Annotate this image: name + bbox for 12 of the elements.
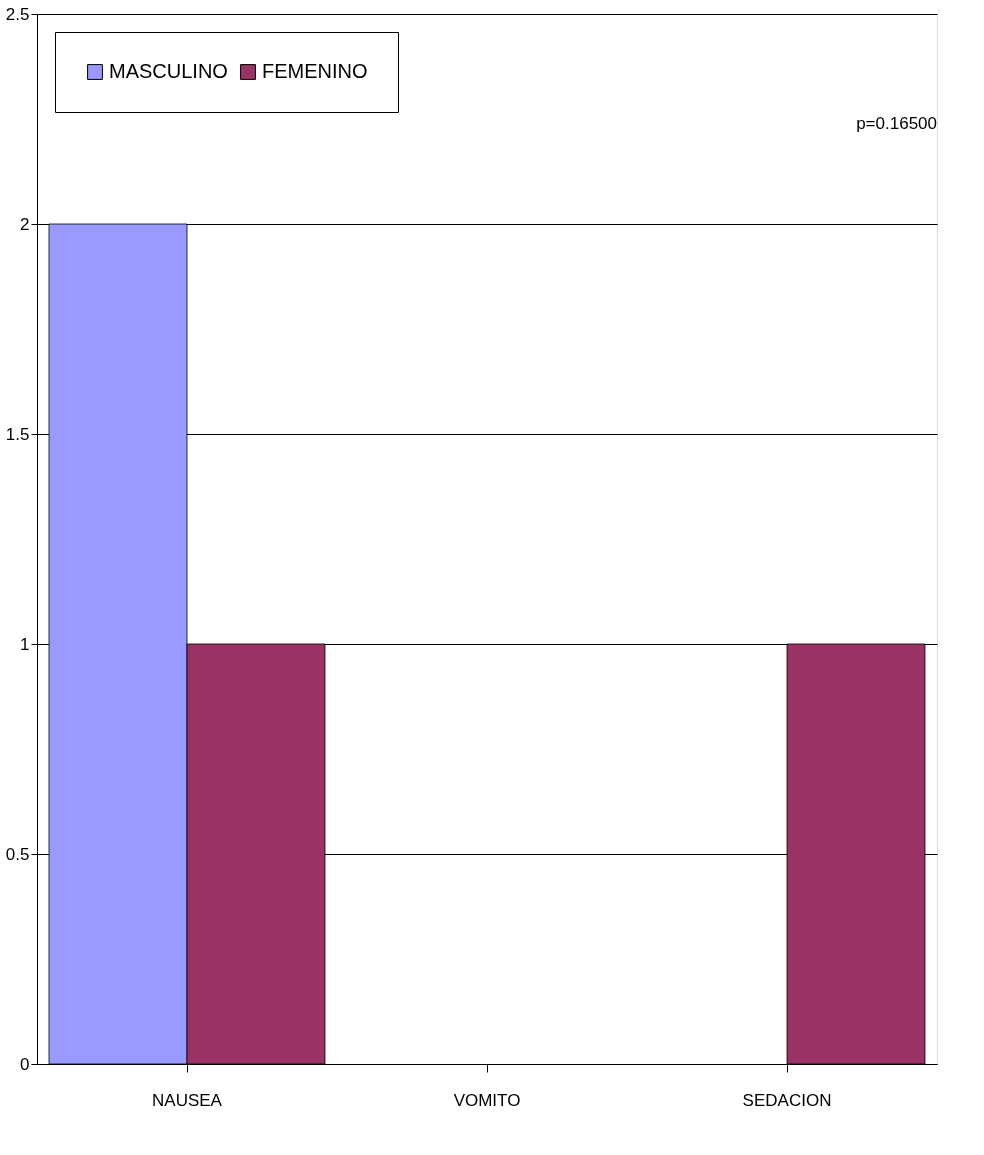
annotation: p=0.16500 <box>856 114 937 133</box>
x-tick-label: SEDACION <box>742 1090 832 1110</box>
y-tick-label: 0 <box>20 1054 30 1074</box>
y-tick-label: 1 <box>20 634 30 654</box>
y-tick-label: 2.5 <box>5 4 30 24</box>
legend-label: MASCULINO <box>109 60 228 82</box>
x-tick-label: VOMITO <box>453 1090 521 1110</box>
y-tick-label: 2 <box>20 214 30 234</box>
y-tick-label: 0.5 <box>5 844 30 864</box>
legend-label: FEMENINO <box>262 60 368 82</box>
y-tick-label: 1.5 <box>5 424 30 444</box>
x-tick-label: NAUSEA <box>152 1090 223 1110</box>
